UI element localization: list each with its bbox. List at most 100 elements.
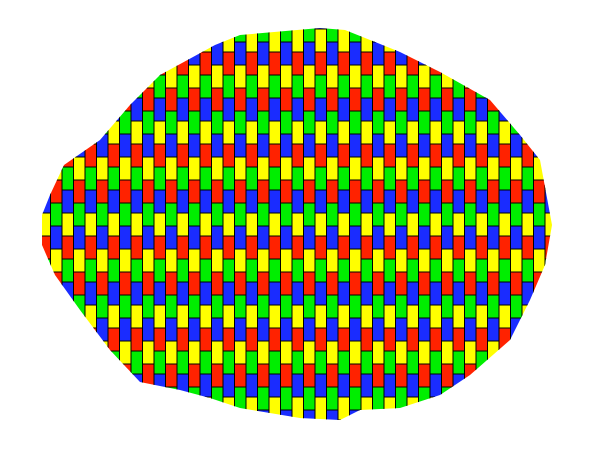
weave-cell <box>533 133 546 158</box>
weave-cell <box>521 74 534 99</box>
weave-cell <box>510 317 523 342</box>
weave-cell <box>73 110 86 135</box>
weave-cell <box>475 396 488 420</box>
weave-cell <box>211 294 224 319</box>
weave-cell <box>475 51 488 76</box>
weave-cell <box>280 294 293 319</box>
weave-cell <box>303 271 316 296</box>
weave-cell <box>395 133 408 158</box>
weave-cell <box>452 419 465 420</box>
weave-cell <box>188 340 201 365</box>
weave-cell <box>418 179 431 204</box>
weave-cell <box>107 350 120 375</box>
weave-cell <box>441 202 454 227</box>
weave-cell <box>61 28 74 30</box>
weave-cell <box>406 97 419 122</box>
weave-cell <box>153 419 166 420</box>
weave-cell <box>188 225 201 250</box>
weave-cell <box>165 87 178 112</box>
weave-cell <box>521 28 534 30</box>
weave-cell <box>395 340 408 365</box>
weave-cell <box>360 166 373 191</box>
weave-cell <box>153 373 166 398</box>
weave-cell <box>395 110 408 135</box>
weave-cell <box>475 120 488 145</box>
weave-cell <box>533 28 546 43</box>
weave-cell <box>176 396 189 420</box>
weave-cell <box>119 87 132 112</box>
weave-cell <box>429 120 442 145</box>
weave-cell <box>73 386 86 411</box>
weave-cell <box>544 97 552 122</box>
weave-cell <box>119 386 132 411</box>
weave-cell <box>42 166 51 191</box>
weave-cell <box>360 235 373 260</box>
weave-cell <box>280 41 293 66</box>
weave-cell <box>544 350 552 375</box>
weave-cell <box>498 396 511 420</box>
weave-cell <box>291 28 304 30</box>
weave-cell <box>521 373 534 398</box>
weave-cell <box>406 189 419 214</box>
weave-cell <box>107 258 120 283</box>
weave-cell <box>487 386 500 411</box>
weave-cell <box>199 28 212 53</box>
weave-cell <box>42 419 51 420</box>
weave-cell <box>268 304 281 329</box>
weave-cell <box>119 363 132 388</box>
weave-cell <box>464 179 477 204</box>
weave-cell <box>199 74 212 99</box>
weave-cell <box>153 304 166 329</box>
weave-cell <box>487 317 500 342</box>
weave-cell <box>487 28 500 43</box>
weave-cell <box>222 97 235 122</box>
weave-cell <box>303 363 316 388</box>
weave-cell <box>50 248 63 273</box>
weave-cell <box>510 64 523 89</box>
weave-cell <box>544 258 552 283</box>
weave-cell <box>544 327 552 352</box>
weave-cell <box>406 166 419 191</box>
weave-cell <box>452 51 465 76</box>
weave-cell <box>337 120 350 145</box>
weave-cell <box>165 28 178 43</box>
weave-cell <box>96 248 109 273</box>
weave-cell <box>360 28 373 30</box>
weave-cell <box>498 28 511 53</box>
weave-cell <box>165 386 178 411</box>
weave-cell <box>464 271 477 296</box>
weave-cell <box>383 304 396 329</box>
weave-cell <box>268 258 281 283</box>
weave-cell <box>360 97 373 122</box>
weave-cell <box>429 166 442 191</box>
weave-cell <box>510 87 523 112</box>
weave-cell <box>383 74 396 99</box>
weave-cell <box>441 340 454 365</box>
weave-cell <box>521 51 534 76</box>
weave-cell <box>498 350 511 375</box>
weave-cell <box>383 212 396 237</box>
weave-cell <box>73 340 86 365</box>
weave-cell <box>280 409 293 420</box>
weave-cell <box>42 143 51 168</box>
weave-cell <box>165 179 178 204</box>
weave-cell <box>61 235 74 260</box>
weave-cell <box>153 281 166 306</box>
weave-cell <box>280 271 293 296</box>
weave-cell <box>372 64 385 89</box>
weave-cell <box>337 189 350 214</box>
weave-cell <box>326 340 339 365</box>
weave-cell <box>314 304 327 329</box>
weave-cell <box>326 248 339 273</box>
weave-cell <box>257 363 270 388</box>
weave-cell <box>107 373 120 398</box>
weave-cell <box>533 386 546 411</box>
weave-cell <box>280 28 293 43</box>
weave-cell <box>326 28 339 43</box>
weave-cell <box>303 225 316 250</box>
weave-cell <box>84 304 97 329</box>
weave-cell <box>73 64 86 89</box>
weave-cell <box>395 87 408 112</box>
weave-cell <box>395 202 408 227</box>
weave-cell <box>268 120 281 145</box>
